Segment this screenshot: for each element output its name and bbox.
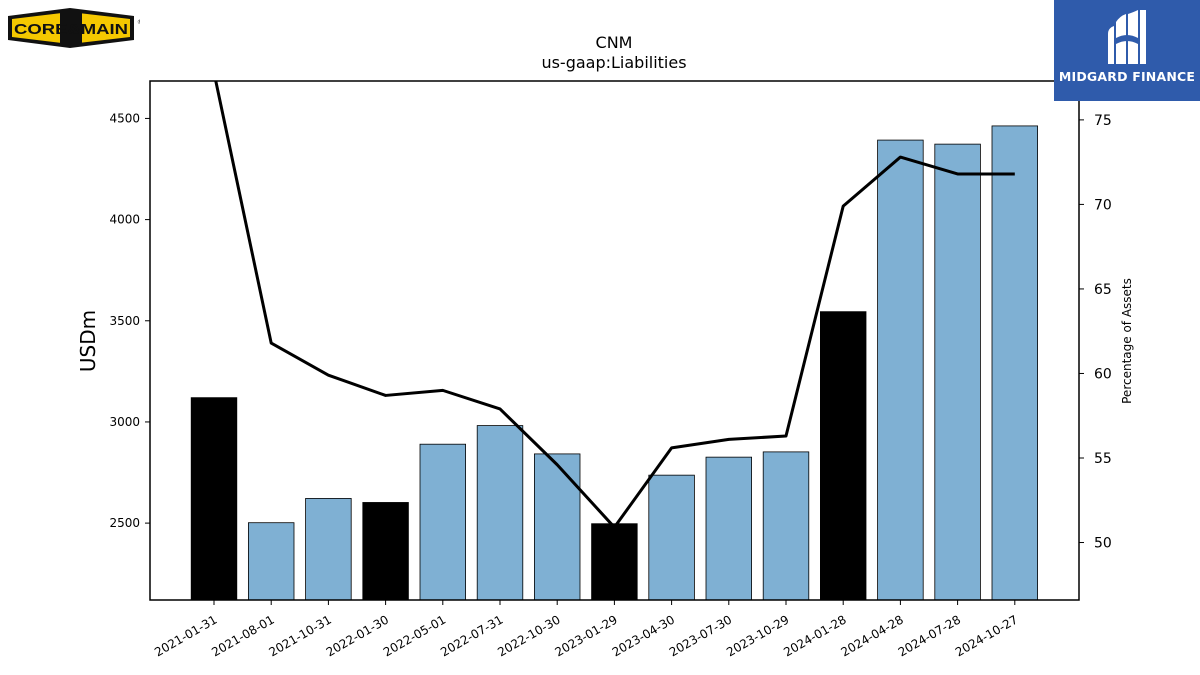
bar-2023-04-30 bbox=[648, 474, 695, 601]
bar-2023-01-29 bbox=[591, 523, 638, 601]
bar-2021-08-01 bbox=[247, 522, 295, 601]
chart-subtitle: us-gaap:Liabilities bbox=[541, 53, 686, 72]
bar-2021-10-31 bbox=[305, 498, 352, 601]
line-group bbox=[214, 81, 1015, 529]
x-tick-label: 2024-04-28 bbox=[838, 612, 905, 659]
bar-2024-01-28 bbox=[820, 311, 867, 601]
percentage-line bbox=[214, 81, 1015, 529]
bar-2023-10-29 bbox=[762, 451, 810, 601]
x-tick-label: 2022-05-01 bbox=[381, 612, 448, 659]
x-tick-label: 2022-10-30 bbox=[495, 612, 562, 659]
y-tick-label: 3500 bbox=[109, 314, 140, 328]
x-tick-label: 2023-10-29 bbox=[724, 612, 791, 659]
bars-group bbox=[190, 125, 1038, 601]
midgard-icon bbox=[1108, 10, 1146, 64]
bar-2023-07-30 bbox=[705, 456, 752, 601]
y2-tick-label: 75 bbox=[1094, 113, 1112, 129]
midgard-wordmark: MIDGARD FINANCE bbox=[1058, 69, 1196, 84]
x-tick-label: 2021-01-31 bbox=[152, 612, 219, 659]
x-tick-label: 2021-10-31 bbox=[266, 612, 333, 659]
right-axis: 50 55 60 65 70 75 bbox=[1079, 113, 1112, 552]
y2-axis-label: Percentage of Assets bbox=[1120, 278, 1134, 404]
x-tick-label: 2024-10-27 bbox=[953, 612, 1020, 659]
y-tick-label: 3000 bbox=[109, 415, 140, 429]
x-tick-label: 2022-01-30 bbox=[324, 612, 391, 659]
x-tick-label: 2024-01-28 bbox=[781, 612, 848, 659]
x-tick-label: 2022-07-31 bbox=[438, 612, 505, 659]
bar-2022-10-30 bbox=[534, 453, 581, 601]
y2-tick-label: 50 bbox=[1094, 536, 1112, 552]
bar-2022-05-01 bbox=[419, 443, 466, 601]
x-tick-label: 2024-07-28 bbox=[896, 612, 963, 659]
y2-tick-label: 55 bbox=[1094, 451, 1112, 467]
bar-2024-04-28 bbox=[877, 139, 924, 601]
x-tick-label: 2023-01-29 bbox=[552, 612, 619, 659]
bar-2024-07-28 bbox=[934, 143, 981, 601]
midgard-finance-logo: MIDGARD FINANCE bbox=[1054, 0, 1200, 101]
core-and-main-logo: CORE&MAIN ® bbox=[8, 8, 140, 48]
left-axis: 2500 3000 3500 4000 4500 bbox=[109, 111, 150, 530]
bar-2022-01-30 bbox=[362, 502, 409, 601]
x-tick-label: 2023-04-30 bbox=[610, 612, 677, 659]
registered-mark: ® bbox=[137, 19, 140, 26]
x-tick-label: 2023-07-30 bbox=[667, 612, 734, 659]
y2-tick-label: 60 bbox=[1094, 366, 1112, 382]
bar-2022-07-31 bbox=[476, 425, 524, 601]
y-tick-label: 4000 bbox=[109, 213, 140, 227]
y-tick-label: 2500 bbox=[109, 516, 140, 530]
y-axis-label: USDm bbox=[76, 310, 100, 372]
core-and-main-wordmark: CORE&MAIN bbox=[14, 21, 128, 38]
y2-tick-label: 65 bbox=[1094, 282, 1112, 298]
y-tick-label: 4500 bbox=[109, 111, 140, 125]
chart-title: CNM bbox=[596, 33, 633, 52]
x-axis: 2021-01-312021-08-012021-10-312022-01-30… bbox=[152, 600, 1020, 659]
bar-2021-01-31 bbox=[190, 397, 238, 601]
bar-2024-10-27 bbox=[991, 125, 1038, 601]
x-tick-label: 2021-08-01 bbox=[209, 612, 276, 659]
y2-tick-label: 70 bbox=[1094, 197, 1112, 213]
